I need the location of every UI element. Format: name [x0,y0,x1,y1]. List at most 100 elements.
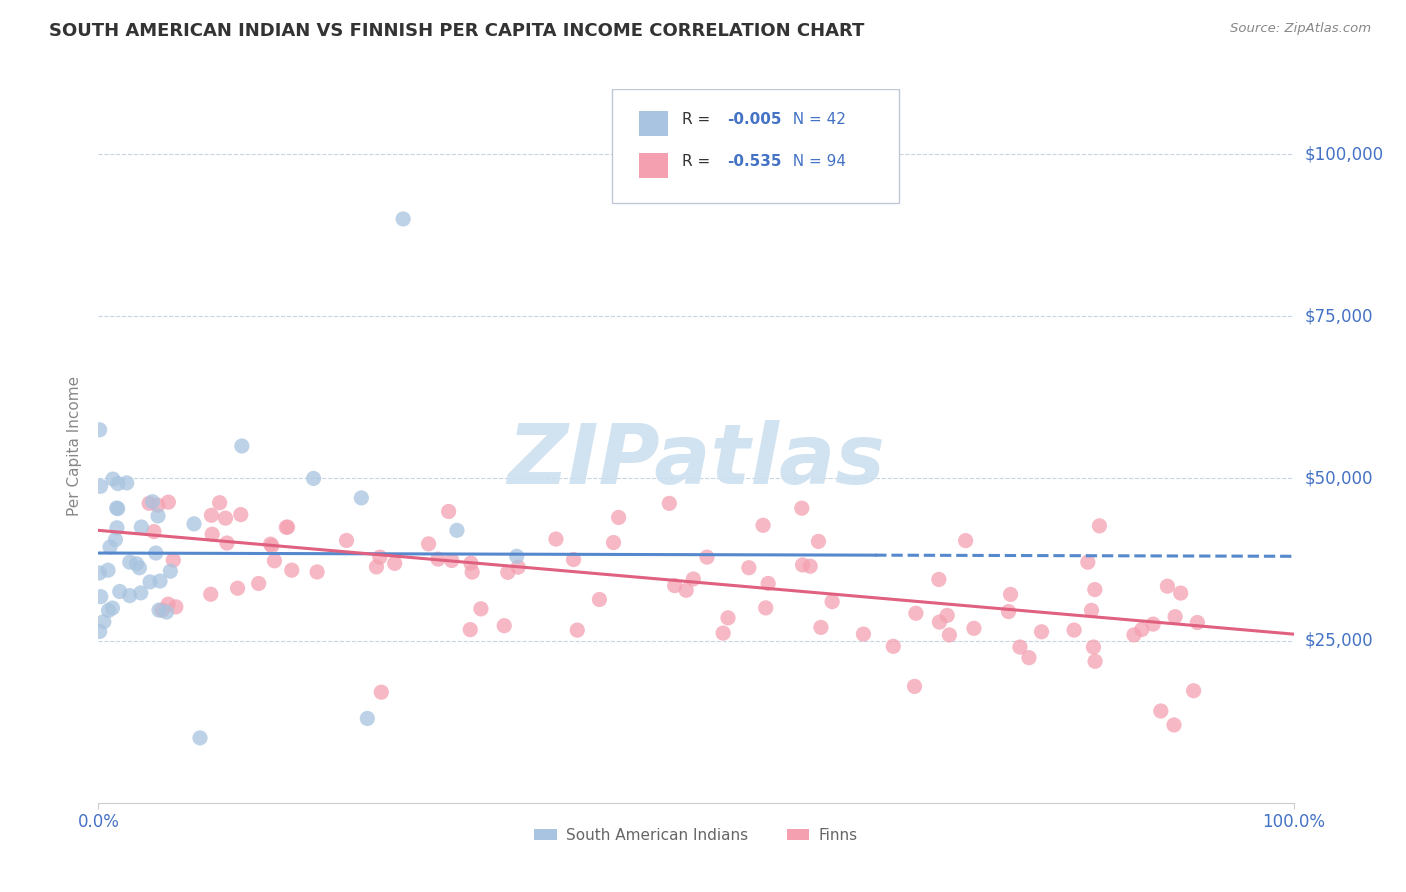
Point [115,475,138,490]
Point [792,558,814,572]
Point [810,620,832,634]
Point [149,574,172,588]
Point [368,550,391,565]
Point [259,537,281,551]
Y-axis label: Per Capita Income: Per Capita Income [67,376,83,516]
Point [105,501,128,516]
Point [938,628,960,642]
Text: -0.005: -0.005 [727,112,782,127]
FancyBboxPatch shape [613,89,900,203]
Text: -0.535: -0.535 [727,154,782,169]
Point [496,566,519,580]
Point [755,600,778,615]
Point [125,557,148,571]
Point [183,516,205,531]
Point [90,590,112,604]
Point [852,627,875,641]
Point [799,559,821,574]
Point [1163,718,1185,732]
Point [1077,555,1099,569]
Point [717,611,740,625]
Point [277,520,299,534]
Text: $50,000: $50,000 [1305,469,1374,487]
Point [658,496,681,510]
Point [98,540,121,554]
Point [118,555,141,569]
Point [97,603,120,617]
Point [128,561,150,575]
Point [508,560,530,574]
Point [150,603,173,617]
Point [1187,615,1209,630]
Point [138,496,160,510]
Point [1164,609,1187,624]
Point [101,472,124,486]
Point [738,560,761,574]
Point [936,608,959,623]
Point [1150,704,1173,718]
Point [370,685,392,699]
Point [1088,519,1111,533]
Point [1170,586,1192,600]
Point [104,533,127,547]
Point [711,626,734,640]
Point [157,495,180,509]
Point [461,565,484,579]
Point [928,573,950,587]
Point [1123,628,1146,642]
Point [148,603,170,617]
Bar [638,111,668,136]
Point [1084,654,1107,668]
Point [997,605,1019,619]
Text: $25,000: $25,000 [1305,632,1374,649]
Point [101,601,124,615]
Point [247,576,270,591]
Text: R =: R = [682,154,714,169]
Point [752,518,775,533]
Point [807,534,830,549]
Point [276,520,298,534]
Point [882,640,904,654]
Point [664,579,686,593]
Point [350,491,373,505]
Point [141,494,163,508]
Point [105,521,128,535]
Point [1031,624,1053,639]
Point [544,532,567,546]
Point [955,533,977,548]
Point [157,597,180,611]
Point [260,539,283,553]
Point [696,550,718,565]
Point [392,211,415,226]
Text: N = 42: N = 42 [783,112,846,127]
Point [446,524,468,538]
Point [159,564,181,578]
Point [1142,617,1164,632]
Text: $75,000: $75,000 [1305,307,1374,326]
Point [494,618,516,632]
Point [215,536,238,550]
Point [418,537,440,551]
Point [162,553,184,567]
Text: Source: ZipAtlas.com: Source: ZipAtlas.com [1230,22,1371,36]
Point [226,581,249,595]
Point [1000,587,1022,601]
Point [1018,650,1040,665]
Point [146,498,169,512]
Point [1083,640,1105,654]
Point [89,479,111,493]
Point [437,504,460,518]
Point [470,602,492,616]
Point [335,533,357,548]
Point [107,501,129,516]
Point [139,574,162,589]
Point [131,520,153,534]
Point [506,549,529,564]
Point [903,679,925,693]
Point [201,527,224,541]
Point [89,566,111,580]
Point [1080,603,1102,617]
Point [602,535,624,549]
Point [107,476,129,491]
Point [1008,640,1031,654]
